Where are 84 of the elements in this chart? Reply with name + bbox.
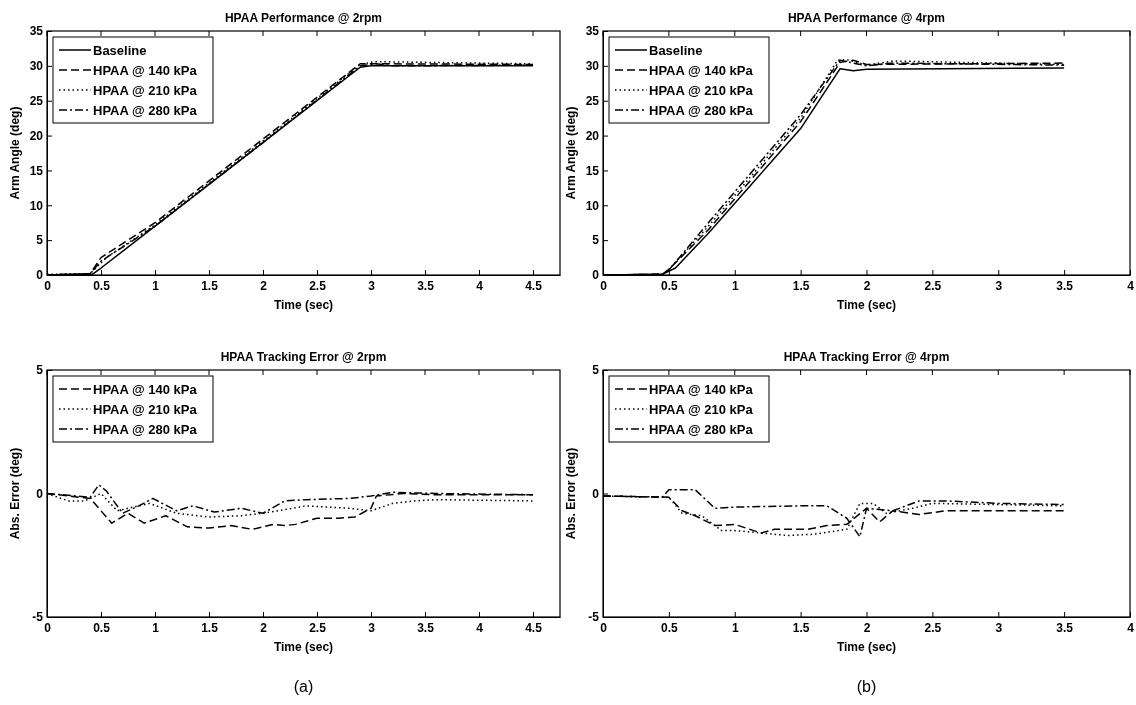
y-tick-label: 25	[29, 94, 44, 109]
legend-label: HPAA @ 140 kPa	[649, 63, 754, 78]
legend-label: HPAA @ 210 kPa	[93, 402, 198, 417]
x-tick-label: 4	[476, 278, 484, 293]
legend-label: HPAA @ 210 kPa	[93, 83, 198, 98]
legend-label: HPAA @ 280 kPa	[649, 422, 754, 437]
x-tick-label: 1	[731, 620, 739, 635]
legend-label: Baseline	[649, 43, 703, 58]
y-tick-label: 0	[592, 268, 600, 283]
x-tick-label: 4	[1127, 278, 1135, 293]
legend-label: HPAA @ 140 kPa	[93, 63, 198, 78]
x-tick-label: 3	[368, 620, 376, 635]
y-axis-title: Arm Angle (deg)	[8, 106, 22, 200]
x-tick-label: 2	[863, 278, 871, 293]
x-tick-label: 1	[152, 620, 160, 635]
y-tick-label: 15	[585, 163, 600, 178]
x-axis-title: Time (sec)	[836, 640, 897, 654]
chart-title: HPAA Performance @ 2rpm	[224, 11, 383, 25]
y-tick-label: 30	[585, 59, 600, 74]
y-axis-title: Abs. Error (deg)	[8, 447, 22, 540]
x-tick-label: 2.5	[309, 620, 327, 635]
chart-title: HPAA Performance @ 4rpm	[787, 11, 946, 25]
x-tick-label: 2.5	[309, 278, 327, 293]
x-axis-title: Time (sec)	[273, 298, 334, 312]
legend-label: HPAA @ 210 kPa	[649, 402, 754, 417]
y-tick-label: 15	[29, 163, 44, 178]
y-tick-label: 0	[36, 268, 44, 283]
text: (a)	[293, 678, 314, 695]
y-tick-label: 35	[29, 24, 44, 39]
y-tick-label: 35	[585, 24, 600, 39]
x-tick-label: 2.5	[924, 278, 942, 293]
x-tick-label: 3	[995, 620, 1003, 635]
legend-label: HPAA @ 140 kPa	[649, 382, 754, 397]
x-tick-label: 0.5	[661, 278, 679, 293]
y-tick-label: 0	[592, 486, 600, 501]
text: (b)	[856, 678, 877, 695]
x-tick-label: 2	[260, 620, 268, 635]
chart-title: HPAA Tracking Error @ 2rpm	[220, 350, 387, 364]
x-tick-label: 4	[1127, 620, 1135, 635]
x-axis-title: Time (sec)	[836, 298, 897, 312]
y-tick-label: 30	[29, 59, 44, 74]
y-axis-title: Abs. Error (deg)	[564, 447, 578, 540]
x-tick-label: 4	[476, 620, 484, 635]
x-tick-label: 3.5	[1056, 620, 1074, 635]
x-tick-label: 3.5	[417, 278, 435, 293]
x-tick-label: 2.5	[924, 620, 942, 635]
y-tick-label: -5	[32, 610, 44, 625]
y-tick-label: -5	[588, 610, 600, 625]
y-tick-label: 0	[36, 486, 44, 501]
y-tick-label: 20	[29, 128, 44, 143]
y-axis-title: Arm Angle (deg)	[564, 106, 578, 200]
x-tick-label: 1.5	[201, 620, 219, 635]
legend-label: Baseline	[93, 43, 147, 58]
chart-title: HPAA Tracking Error @ 4rpm	[783, 350, 950, 364]
x-tick-label: 3.5	[417, 620, 435, 635]
x-tick-label: 3	[995, 278, 1003, 293]
y-tick-label: 10	[585, 198, 600, 213]
y-tick-label: 25	[585, 94, 600, 109]
legend-label: HPAA @ 280 kPa	[649, 103, 754, 118]
x-tick-label: 1.5	[792, 278, 810, 293]
y-tick-label: 5	[36, 233, 44, 248]
x-tick-label: 1	[731, 278, 739, 293]
x-tick-label: 4.5	[525, 620, 543, 635]
legend-label: HPAA @ 280 kPa	[93, 103, 198, 118]
y-tick-label: 5	[36, 363, 44, 378]
x-tick-label: 0.5	[93, 278, 111, 293]
x-tick-label: 4.5	[525, 278, 543, 293]
x-tick-label: 1.5	[792, 620, 810, 635]
x-tick-label: 3.5	[1056, 278, 1074, 293]
x-tick-label: 3	[368, 278, 376, 293]
y-tick-label: 5	[592, 233, 600, 248]
x-axis-title: Time (sec)	[273, 640, 334, 654]
x-tick-label: 2	[260, 278, 268, 293]
y-tick-label: 5	[592, 363, 600, 378]
x-tick-label: 1.5	[201, 278, 219, 293]
y-tick-label: 10	[29, 198, 44, 213]
x-tick-label: 2	[863, 620, 871, 635]
legend-label: HPAA @ 140 kPa	[93, 382, 198, 397]
x-tick-label: 0.5	[661, 620, 679, 635]
legend-label: HPAA @ 210 kPa	[649, 83, 754, 98]
x-tick-label: 0.5	[93, 620, 111, 635]
y-tick-label: 20	[585, 128, 600, 143]
legend-label: HPAA @ 280 kPa	[93, 422, 198, 437]
x-tick-label: 1	[152, 278, 160, 293]
